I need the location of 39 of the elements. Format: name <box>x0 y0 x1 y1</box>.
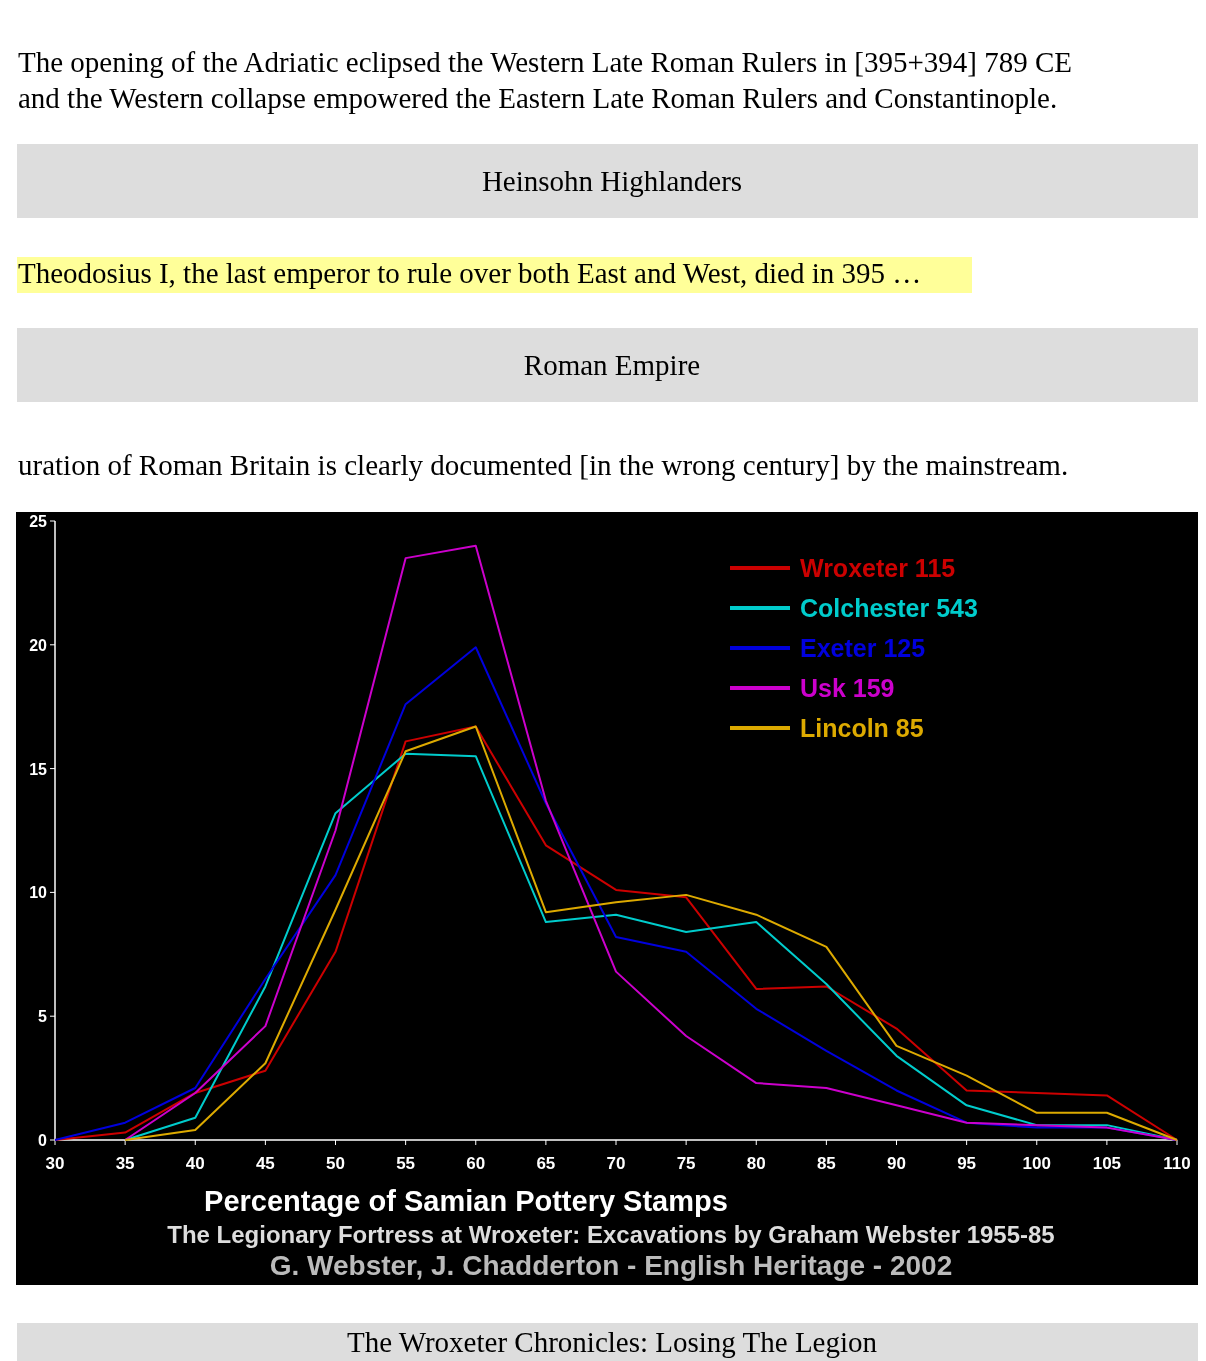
legend-label: Usk 159 <box>800 674 895 702</box>
y-tick-label: 15 <box>29 760 48 778</box>
x-tick-label: 55 <box>396 1154 416 1173</box>
legend-label: Wroxeter 115 <box>800 554 956 582</box>
legend-label: Colchester 543 <box>800 594 978 622</box>
x-tick-label: 70 <box>606 1154 626 1173</box>
text: G. Webster, J. Chadderton - English Heritage - 2002 <box>269 1250 953 1281</box>
x-tick-label: 110 <box>1163 1154 1191 1173</box>
y-tick-label: 5 <box>38 1008 48 1026</box>
x-tick-label: 50 <box>326 1154 345 1173</box>
legend-label: Exeter 125 <box>800 634 926 662</box>
y-tick-label: 20 <box>29 636 48 654</box>
text: Roman Empire <box>523 349 701 381</box>
x-tick-label: 80 <box>746 1154 766 1173</box>
legend-label: Lincoln 85 <box>800 714 924 742</box>
x-tick-label: 35 <box>115 1154 135 1173</box>
x-tick-label: 90 <box>887 1154 906 1173</box>
y-tick-label: 25 <box>29 513 48 530</box>
line-series <box>124 544 1178 1141</box>
text: and the Western collapse empowered the Eastern Late Roman Rulers and Constantinople. <box>18 82 1058 114</box>
x-tick-label: 65 <box>536 1154 556 1173</box>
x-axis-title: Percentage of Samian Pottery Stamps <box>204 1185 728 1217</box>
text: The Legionary Fortress at Wroxeter: Excavations by Graham Webster 1955-85 <box>167 1221 1055 1248</box>
x-tick-label: 105 <box>1092 1154 1122 1173</box>
y-tick-label: 10 <box>29 884 48 902</box>
text: Theodosius I, the last emperor to rule over both East and West, died in 395 … <box>18 257 922 289</box>
text: uration of Roman Britain is clearly documented [in the wrong century] by the mainstream. <box>18 449 1069 481</box>
x-tick-label: 85 <box>816 1154 836 1173</box>
x-tick-label: 95 <box>957 1154 977 1173</box>
x-tick-label: 30 <box>45 1154 65 1173</box>
x-tick-label: 45 <box>255 1154 275 1173</box>
x-tick-label: 75 <box>676 1154 696 1173</box>
x-tick-label: 40 <box>185 1154 205 1173</box>
text: The Wroxeter Chronicles: Losing The Legion <box>346 1326 878 1358</box>
x-tick-label: 60 <box>466 1154 486 1173</box>
text: The opening of the Adriatic eclipsed the Western Late Roman Rulers in [395+394] 789 CE <box>18 46 1073 78</box>
text: Heinsohn Highlanders <box>481 165 743 197</box>
y-tick-label: 0 <box>38 1132 48 1149</box>
x-tick-label: 100 <box>1022 1154 1051 1173</box>
